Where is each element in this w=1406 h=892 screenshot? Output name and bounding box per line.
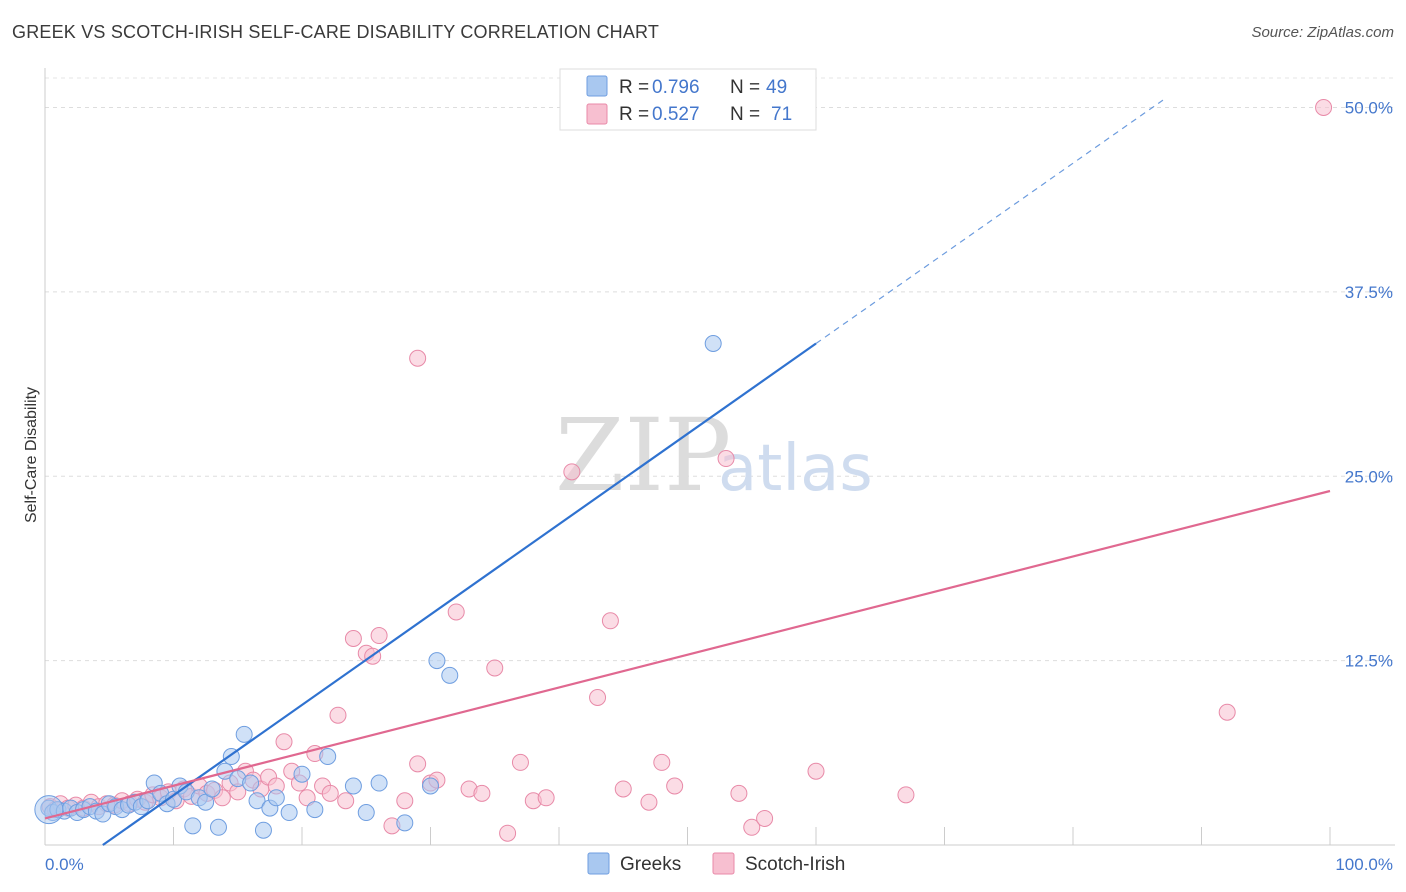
greeks-point xyxy=(428,652,446,670)
greeks-point xyxy=(235,725,253,743)
scotch-irish-point xyxy=(537,789,555,807)
scotch-irish-point xyxy=(321,784,339,802)
scotch-irish-point xyxy=(499,824,517,842)
scotch-irish-point xyxy=(298,789,316,807)
y-tick-label: 12.5% xyxy=(1345,652,1393,671)
greeks-trend-line xyxy=(102,342,817,846)
source-note: Source: ZipAtlas.com xyxy=(1251,24,1394,41)
scotch-swatch xyxy=(586,103,608,125)
grid-lines xyxy=(45,77,1395,662)
scotch-irish-point xyxy=(717,450,735,468)
bottom-scotch-label: Scotch-Irish xyxy=(745,854,845,875)
greeks-point xyxy=(280,804,298,822)
scotch-irish-point xyxy=(447,603,465,621)
scotch-irish-point xyxy=(370,627,388,645)
bottom-greeks-label: Greeks xyxy=(620,854,681,875)
greeks-cluster-point xyxy=(34,795,64,825)
scotch-irish-point xyxy=(601,612,619,630)
scotch-irish-point xyxy=(396,792,414,810)
y-tick-label: 50.0% xyxy=(1345,99,1393,118)
greeks-point xyxy=(704,335,722,352)
scotch-irish-point xyxy=(486,659,504,677)
greeks-point xyxy=(254,821,272,839)
scotch-irish-point xyxy=(807,762,825,780)
scotch-irish-point xyxy=(756,809,774,827)
greeks-point xyxy=(422,777,439,795)
scotch-n-value: 71 xyxy=(771,104,792,125)
scotch-irish-point xyxy=(473,784,491,802)
greeks-r-value: 0.796 xyxy=(652,77,700,98)
bottom-scotch-swatch xyxy=(712,852,735,875)
greeks-n-label: N = xyxy=(730,77,760,98)
greeks-point xyxy=(209,818,227,836)
x-tick-label: 0.0% xyxy=(45,855,84,874)
greeks-trend-extension xyxy=(815,99,1164,344)
watermark-atlas: atlas xyxy=(718,432,873,506)
scotch-irish-point xyxy=(730,784,748,802)
scotch-irish-point xyxy=(409,349,427,367)
watermark-zip: ZIP xyxy=(555,397,731,514)
scotch-irish-point xyxy=(275,733,293,751)
scotch-irish-point xyxy=(409,755,427,773)
greeks-point xyxy=(203,780,221,798)
greeks-r-label: R = xyxy=(619,77,649,98)
trend-lines xyxy=(44,99,1331,846)
y-tick-label: 37.5% xyxy=(1345,283,1393,302)
scotch-irish-trend-line xyxy=(44,489,1331,820)
scotch-irish-point xyxy=(563,463,581,481)
scotch-n-label: N = xyxy=(730,104,760,125)
scotch-irish-point xyxy=(1218,703,1236,721)
greeks-swatch xyxy=(586,75,608,97)
scotch-irish-point xyxy=(614,780,632,798)
scotch-irish-point xyxy=(653,753,671,771)
greeks-point xyxy=(248,792,266,810)
scotch-irish-point xyxy=(589,689,607,706)
y-axis-label: Self-Care Disability xyxy=(23,387,40,523)
greeks-point xyxy=(441,666,459,684)
tick-labels: 12.5% 25.0% 37.5% 50.0% 0.0% 100.0% xyxy=(45,99,1393,875)
scotch-irish-point xyxy=(1315,99,1333,116)
scotch-irish-point xyxy=(344,630,362,647)
scotch-irish-point xyxy=(329,706,347,724)
greeks-point xyxy=(370,774,388,792)
greeks-point xyxy=(306,801,324,819)
chart-title: GREEK VS SCOTCH-IRISH SELF-CARE DISABILI… xyxy=(12,22,660,42)
axes xyxy=(44,68,1395,846)
scotch-irish-point xyxy=(640,793,658,811)
greeks-point xyxy=(242,774,260,792)
greeks-point xyxy=(293,765,311,783)
x-tick-label: 100.0% xyxy=(1335,855,1393,874)
bottom-greeks-swatch xyxy=(587,852,610,875)
greeks-point xyxy=(396,814,414,832)
scotch-irish-point xyxy=(897,786,915,804)
scotch-irish-point xyxy=(337,792,355,810)
scotch-irish-point xyxy=(666,777,684,795)
scotch-irish-point xyxy=(743,818,761,836)
y-tick-label: 25.0% xyxy=(1345,467,1393,486)
scotch-irish-point xyxy=(511,753,529,771)
greeks-point xyxy=(319,748,337,765)
bottom-legend: Greeks Scotch-Irish xyxy=(587,852,845,875)
greeks-point xyxy=(344,777,362,795)
greeks-n-value: 49 xyxy=(766,77,787,98)
scotch-r-value: 0.527 xyxy=(652,104,700,125)
greeks-point xyxy=(357,804,375,822)
greeks-point xyxy=(184,817,202,835)
stats-legend: R = 0.796 N = 49 R = 0.527 N = 71 xyxy=(559,68,817,131)
greeks-point xyxy=(267,789,285,807)
scotch-r-label: R = xyxy=(619,104,649,125)
